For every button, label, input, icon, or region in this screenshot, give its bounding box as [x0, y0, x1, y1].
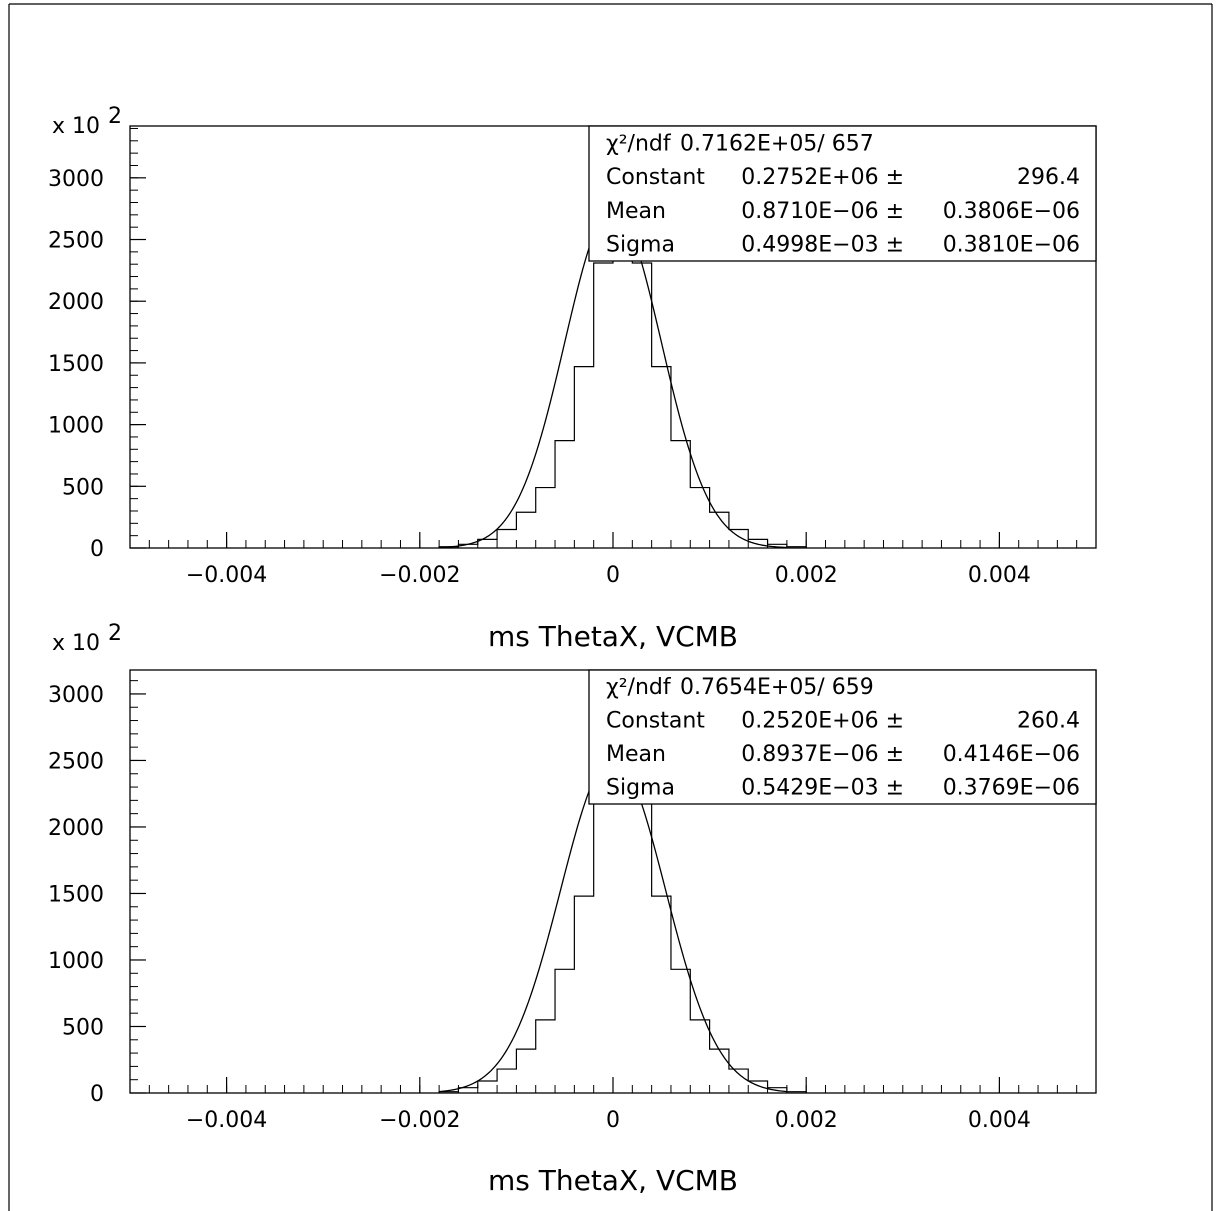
stats-constant-value: 0.2520E+06 ±: [741, 709, 904, 734]
stats-mean-label: Mean: [606, 199, 666, 224]
histogram-panel-bottom: x 10 2 −0.004 −0.002 0 0.002 0.004 0 500 1000 1500…: [48, 621, 1097, 1197]
histogram-bin: [710, 1049, 729, 1093]
stats-sigma-error: 0.3810E−06: [943, 233, 1080, 258]
histogram-bin: [574, 367, 593, 548]
y-tick-label: 500: [62, 1015, 104, 1040]
x-tick-label: 0.004: [968, 1108, 1031, 1133]
y-multiplier-label: x 10: [52, 631, 100, 656]
histogram-bin: [652, 367, 671, 548]
histogram-bin: [632, 263, 651, 548]
y-tick-label: 1000: [48, 414, 104, 439]
x-tick-label: 0: [606, 563, 620, 588]
fit-stats-box: [588, 125, 1097, 262]
histogram-bin: [555, 969, 574, 1093]
x-axis-title: ms ThetaX, VCMB: [488, 620, 738, 653]
histogram-bin: [690, 1020, 709, 1093]
y-tick-label: 2500: [48, 229, 104, 254]
y-tick-label: 0: [90, 1082, 104, 1107]
y-tick-label: 0: [90, 537, 104, 562]
stats-chi2-label: χ²/ndf: [606, 675, 672, 700]
stats-sigma-error: 0.3769E−06: [943, 776, 1080, 801]
y-tick-label: 1500: [48, 882, 104, 907]
histogram-bin: [671, 969, 690, 1093]
histogram-bin: [497, 1069, 516, 1093]
x-tick-label: 0: [606, 1108, 620, 1133]
y-tick-label: 2000: [48, 816, 104, 841]
stats-chi2-label: χ²/ndf: [606, 131, 672, 156]
x-tick-label: 0.002: [775, 1108, 838, 1133]
stats-mean-label: Mean: [606, 742, 666, 767]
histogram-panel-top: x 10 2 −0.004 −0.002 0 0.002 0.004 0 500 1000 1500…: [48, 104, 1097, 653]
histogram-bin: [536, 1020, 555, 1093]
y-tick-label: 3000: [48, 683, 104, 708]
histogram-bin: [632, 798, 651, 1093]
stats-constant-error: 260.4: [1017, 709, 1080, 734]
stats-sigma-value: 0.4998E−03 ±: [741, 233, 904, 258]
stats-sigma-label: Sigma: [606, 776, 675, 801]
x-tick-label: −0.002: [379, 1108, 460, 1133]
histogram-bin: [478, 1081, 497, 1093]
stats-mean-error: 0.3806E−06: [943, 199, 1080, 224]
histogram-bin: [594, 263, 613, 548]
histogram-bin: [516, 512, 535, 548]
stats-constant-label: Constant: [606, 709, 705, 734]
x-tick-label: 0.004: [968, 563, 1031, 588]
stats-constant-value: 0.2752E+06 ±: [741, 165, 904, 190]
histogram-bin: [594, 798, 613, 1093]
x-tick-label: −0.004: [186, 1108, 267, 1133]
histogram-bin: [574, 896, 593, 1093]
y-multiplier-label: x 10: [52, 114, 100, 139]
stats-chi2-value: 0.7162E+05/ 657: [680, 131, 874, 156]
x-tick-label: 0.002: [775, 563, 838, 588]
histogram-bin: [497, 529, 516, 548]
histogram-bin: [536, 488, 555, 548]
x-tick-label: −0.002: [379, 563, 460, 588]
fit-stats-box: [588, 669, 1097, 805]
stats-constant-error: 296.4: [1017, 165, 1080, 190]
y-tick-label: 2000: [48, 290, 104, 315]
stats-mean-value: 0.8937E−06 ±: [741, 742, 904, 767]
stats-mean-error: 0.4146E−06: [943, 742, 1080, 767]
y-tick-label: 1500: [48, 352, 104, 377]
stats-sigma-value: 0.5429E−03 ±: [741, 776, 904, 801]
gaussian-fit-curve: [439, 757, 787, 1093]
y-tick-label: 3000: [48, 167, 104, 192]
stats-constant-label: Constant: [606, 165, 705, 190]
histogram-bin: [729, 1069, 748, 1093]
y-multiplier-exponent: 2: [108, 621, 122, 646]
y-multiplier-exponent: 2: [108, 104, 122, 129]
histogram-bin: [555, 441, 574, 548]
y-tick-label: 1000: [48, 949, 104, 974]
histogram-bin: [516, 1049, 535, 1093]
stats-chi2-value: 0.7654E+05/ 659: [680, 675, 874, 700]
stats-mean-value: 0.8710E−06 ±: [741, 199, 904, 224]
histogram-bin: [671, 441, 690, 548]
x-tick-label: −0.004: [186, 563, 267, 588]
stats-sigma-label: Sigma: [606, 233, 675, 258]
y-tick-label: 500: [62, 475, 104, 500]
x-axis-title: ms ThetaX, VCMB: [488, 1164, 738, 1197]
histogram-bin: [652, 896, 671, 1093]
y-tick-label: 2500: [48, 749, 104, 774]
